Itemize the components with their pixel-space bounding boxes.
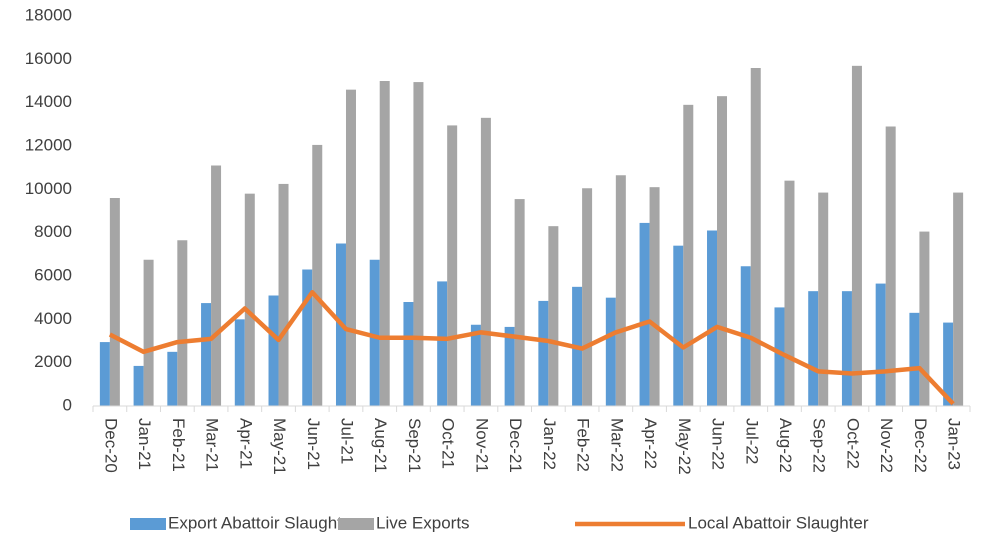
bar — [639, 222, 650, 406]
y-tick-label: 6000 — [34, 265, 72, 284]
bar — [211, 165, 222, 406]
bar — [774, 307, 785, 406]
bar — [953, 192, 964, 406]
bar — [177, 240, 188, 406]
x-tick-label: Aug-22 — [776, 418, 795, 473]
bar — [369, 259, 380, 406]
bar — [278, 183, 289, 406]
x-tick-label: Jan-21 — [135, 418, 154, 470]
x-tick-label: Feb-22 — [574, 418, 593, 472]
bar — [143, 259, 154, 406]
bar — [885, 126, 896, 406]
bar — [268, 295, 279, 406]
bar — [99, 342, 110, 406]
x-tick-label: Jan-22 — [540, 418, 559, 470]
bar — [919, 231, 930, 406]
x-tick-label: Dec-22 — [911, 418, 930, 473]
y-tick-label: 8000 — [34, 222, 72, 241]
legend-swatch — [338, 518, 374, 530]
bar — [133, 365, 144, 406]
line — [108, 290, 955, 406]
y-tick-label: 10000 — [25, 179, 72, 198]
x-tick-label: Apr-21 — [236, 418, 255, 469]
x-tick-label: Nov-21 — [472, 418, 491, 473]
x-tick-label: Jul-22 — [742, 418, 761, 464]
bar — [875, 283, 886, 406]
bar — [818, 192, 829, 406]
bar — [447, 125, 458, 407]
y-tick-label: 18000 — [25, 5, 72, 24]
x-tick-label: Oct-22 — [843, 418, 862, 469]
bar — [784, 180, 795, 406]
bar — [851, 65, 862, 406]
bar — [470, 324, 481, 406]
x-tick-label: Dec-21 — [506, 418, 525, 473]
bar — [683, 104, 694, 406]
x-tick-label: Jun-21 — [304, 418, 323, 470]
bar — [504, 326, 515, 406]
y-tick-label: 0 — [63, 395, 72, 414]
bar — [615, 175, 626, 406]
bar — [480, 117, 491, 406]
bar — [234, 319, 245, 406]
x-tick-label: Feb-21 — [169, 418, 188, 472]
bar — [808, 291, 819, 406]
bar — [841, 291, 852, 406]
legend-label: Export Abattoir Slaughter — [168, 513, 357, 532]
x-tick-label: Jun-22 — [709, 418, 728, 470]
x-tick-label: Nov-22 — [877, 418, 896, 473]
legend-label: Live Exports — [376, 513, 470, 532]
x-tick-label: Aug-21 — [371, 418, 390, 473]
bar — [201, 303, 212, 406]
x-tick-label: May-22 — [675, 418, 694, 475]
x-tick-label: Dec-20 — [101, 418, 120, 473]
bar — [909, 312, 920, 406]
legend-label: Local Abattoir Slaughter — [688, 513, 869, 532]
y-tick-label: 4000 — [34, 309, 72, 328]
x-tick-label: Mar-22 — [607, 418, 626, 472]
y-tick-label: 12000 — [25, 135, 72, 154]
bar — [605, 297, 616, 406]
x-tick-label: Jul-21 — [337, 418, 356, 464]
bar — [167, 351, 178, 406]
y-tick-label: 14000 — [25, 92, 72, 111]
bar — [244, 193, 255, 406]
bar — [403, 302, 414, 406]
bar — [717, 96, 728, 407]
bar — [379, 81, 390, 406]
bar — [312, 144, 323, 406]
x-tick-label: Sep-21 — [405, 418, 424, 473]
x-tick-label: May-21 — [270, 418, 289, 475]
bar — [302, 269, 313, 406]
bar — [514, 199, 525, 406]
x-tick-label: Mar-21 — [203, 418, 222, 472]
y-tick-label: 16000 — [25, 49, 72, 68]
bar — [548, 226, 559, 406]
bar — [673, 245, 684, 406]
bar — [413, 82, 424, 406]
bar — [582, 188, 593, 406]
bar — [707, 230, 718, 406]
x-tick-label: Apr-22 — [641, 418, 660, 469]
bar — [109, 198, 120, 406]
x-tick-label: Jan-23 — [945, 418, 964, 470]
x-tick-label: Oct-21 — [439, 418, 458, 469]
bar — [943, 322, 954, 406]
bar — [345, 89, 356, 407]
bar — [538, 300, 549, 406]
bar — [437, 281, 448, 406]
bar — [649, 187, 660, 406]
x-tick-label: Sep-22 — [810, 418, 829, 473]
y-tick-label: 2000 — [34, 352, 72, 371]
bar — [750, 68, 761, 406]
legend-swatch — [130, 518, 166, 530]
